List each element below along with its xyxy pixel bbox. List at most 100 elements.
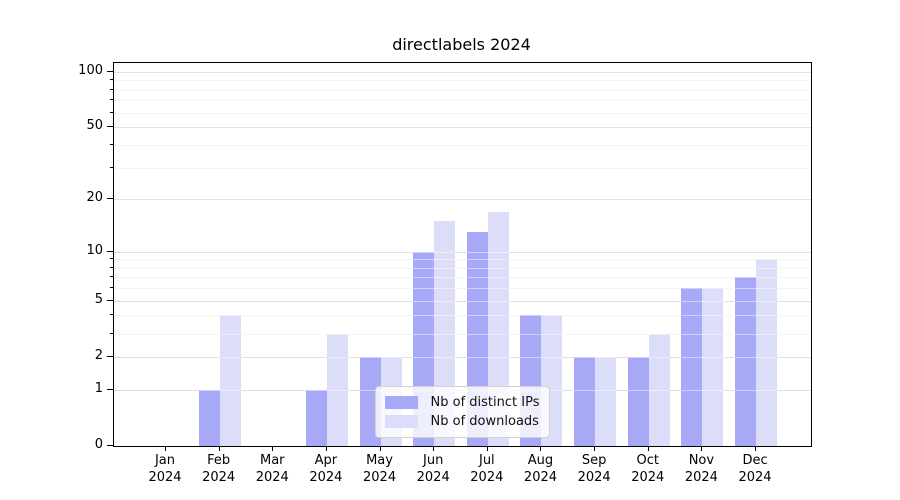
bar-nb-of-distinct-ips-dec: [735, 277, 757, 446]
bar-nb-of-distinct-ips-feb: [198, 389, 220, 446]
bar-nb-of-downloads-oct: [648, 333, 670, 446]
gridline-major: [114, 71, 811, 73]
bar-nb-of-downloads-nov: [702, 288, 724, 446]
gridline-overlay: [114, 127, 811, 129]
x-axis-tick: [701, 446, 703, 451]
y-axis-tick: [107, 198, 113, 200]
bar-nb-of-distinct-ips-apr: [305, 389, 327, 446]
x-tick-label: Dec 2024: [738, 453, 772, 485]
gridline-overlay: [114, 100, 811, 102]
gridline-major: [114, 199, 811, 201]
gridline-minor: [114, 277, 811, 279]
gridline-major: [114, 251, 811, 253]
y-axis-minor-tick: [110, 332, 113, 334]
legend-item-downloads: Nb of downloads: [384, 412, 540, 431]
bar-nb-of-downloads-apr: [326, 333, 348, 446]
y-axis-minor-tick: [110, 111, 113, 113]
legend-swatch-downloads: [384, 415, 418, 428]
x-axis-tick: [325, 446, 327, 451]
gridline-overlay: [114, 259, 811, 261]
x-tick-label: Mar 2024: [255, 453, 289, 485]
gridline-overlay: [114, 251, 811, 253]
y-axis-tick: [107, 126, 113, 128]
legend-label-downloads: Nb of downloads: [430, 414, 539, 429]
y-axis-tick: [107, 250, 113, 252]
x-tick-label: Jan 2024: [148, 453, 182, 485]
gridline-overlay: [114, 80, 811, 82]
x-axis-tick: [486, 446, 488, 451]
y-axis-minor-tick: [110, 99, 113, 101]
x-tick-label: Sep 2024: [577, 453, 611, 485]
x-axis-tick: [433, 446, 435, 451]
x-axis-tick: [540, 446, 542, 451]
x-tick-label: Feb 2024: [202, 453, 236, 485]
y-axis-minor-tick: [110, 287, 113, 289]
x-tick-label: Oct 2024: [631, 453, 665, 485]
y-tick-label: 0: [94, 437, 103, 452]
gridline-overlay: [114, 267, 811, 269]
x-tick-label: May 2024: [363, 453, 397, 485]
x-tick-label: Jul 2024: [470, 453, 504, 485]
y-axis-tick: [107, 70, 113, 72]
gridline-major: [114, 356, 811, 358]
gridline-minor: [114, 267, 811, 269]
gridline-minor: [114, 89, 811, 91]
y-axis-minor-tick: [110, 314, 113, 316]
gridline-minor: [114, 80, 811, 82]
chart-title: directlabels 2024: [392, 35, 531, 54]
gridline-overlay: [114, 333, 811, 335]
bar-nb-of-distinct-ips-oct: [627, 356, 649, 446]
gridline-overlay: [114, 356, 811, 358]
y-axis-minor-tick: [110, 258, 113, 260]
y-tick-label: 1: [94, 380, 103, 396]
y-axis-minor-tick: [110, 88, 113, 90]
x-axis-tick: [647, 446, 649, 451]
x-tick-label: Nov 2024: [684, 453, 718, 485]
gridline-overlay: [114, 199, 811, 201]
gridline-major: [114, 300, 811, 302]
gridline-overlay: [114, 288, 811, 290]
gridline-minor: [114, 100, 811, 102]
y-axis-tick: [107, 355, 113, 357]
x-tick-label: Aug 2024: [523, 453, 558, 485]
bar-nb-of-distinct-ips-sep: [574, 356, 596, 446]
bar-nb-of-distinct-ips-nov: [681, 288, 703, 446]
y-axis-minor-tick: [110, 276, 113, 278]
gridline-overlay: [114, 167, 811, 169]
x-axis-tick: [165, 446, 166, 451]
gridline-overlay: [114, 300, 811, 302]
plot-area: Nb of distinct IPs Nb of downloads: [113, 62, 812, 447]
legend: Nb of distinct IPs Nb of downloads: [374, 386, 551, 438]
bar-nb-of-downloads-dec: [756, 259, 778, 446]
gridline-overlay: [114, 277, 811, 279]
gridline-minor: [114, 288, 811, 290]
gridline-minor: [114, 144, 811, 146]
y-tick-label: 10: [86, 242, 103, 258]
gridline-overlay: [114, 89, 811, 91]
y-axis-tick: [107, 299, 113, 301]
bar-nb-of-downloads-sep: [595, 356, 617, 446]
legend-item-distinct-ips: Nb of distinct IPs: [384, 393, 540, 412]
y-axis-minor-tick: [110, 266, 113, 268]
gridline-minor: [114, 259, 811, 261]
legend-label-distinct-ips: Nb of distinct IPs: [430, 395, 540, 410]
x-tick-label: Jun 2024: [416, 453, 450, 485]
x-axis-tick: [594, 446, 596, 451]
y-tick-label: 5: [94, 291, 103, 307]
gridline-minor: [114, 333, 811, 335]
gridline-minor: [114, 112, 811, 114]
gridline-minor: [114, 315, 811, 317]
bar-nb-of-downloads-feb: [219, 315, 241, 446]
x-axis-tick: [272, 446, 274, 451]
x-tick-label: Apr 2024: [309, 453, 343, 485]
gridline-overlay: [114, 71, 811, 73]
x-axis-tick: [379, 446, 381, 451]
y-axis-tick: [107, 388, 113, 390]
y-axis-minor-tick: [110, 143, 113, 145]
y-tick-label: 2: [94, 347, 103, 363]
x-axis-tick: [755, 446, 757, 451]
gridline-minor: [114, 167, 811, 169]
y-tick-label: 20: [86, 190, 103, 206]
y-axis-tick: [107, 445, 113, 446]
